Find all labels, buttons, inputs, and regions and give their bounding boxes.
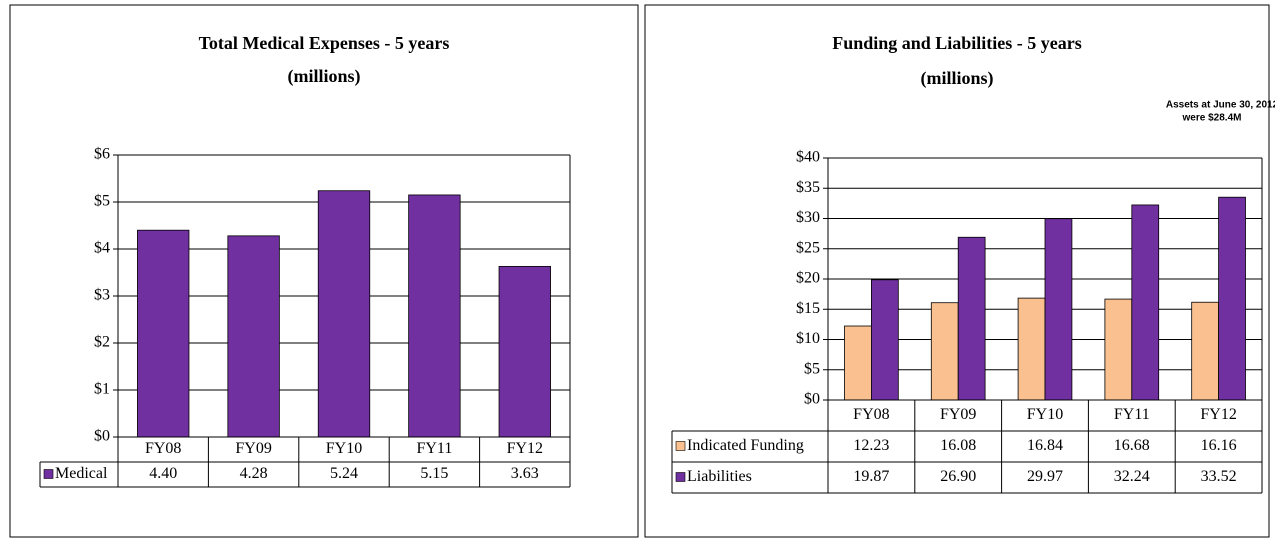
legend-label: Indicated Funding — [687, 437, 804, 454]
bar — [498, 265, 551, 438]
chart-subtitle: (millions) — [920, 68, 993, 89]
y-tick-label: $5 — [94, 193, 110, 210]
x-tick-label: FY11 — [1114, 406, 1150, 423]
x-tick-label: FY09 — [235, 440, 271, 457]
table-value: 33.52 — [1201, 468, 1237, 485]
table-value: 16.68 — [1114, 437, 1150, 454]
x-tick-label: FY11 — [416, 440, 452, 457]
table-value: 29.97 — [1027, 468, 1063, 485]
bar — [844, 325, 872, 401]
table-value: 5.15 — [420, 465, 448, 482]
legend-key — [675, 472, 686, 482]
bar — [408, 194, 461, 438]
y-tick-label: $40 — [796, 149, 820, 166]
y-tick-label: $20 — [796, 270, 820, 287]
y-tick-label: $4 — [94, 240, 110, 257]
table-value: 4.40 — [149, 465, 177, 482]
y-tick-label: $35 — [796, 179, 820, 196]
bar — [137, 229, 190, 438]
chart-subtitle: (millions) — [287, 66, 360, 87]
y-tick-label: $0 — [94, 428, 110, 445]
annotation: were $28.4M — [1182, 113, 1242, 124]
y-tick-label: $1 — [94, 381, 110, 398]
bar — [930, 302, 959, 401]
panel — [644, 4, 1270, 538]
table-value: 16.16 — [1201, 437, 1237, 454]
x-tick-label: FY10 — [1027, 406, 1063, 423]
x-tick-label: FY08 — [145, 440, 181, 457]
x-tick-label: FY10 — [326, 440, 362, 457]
annotation: Assets at June 30, 2012 — [1166, 100, 1275, 111]
legend-label: Liabilities — [687, 468, 752, 485]
x-tick-label: FY09 — [940, 406, 976, 423]
x-tick-label: FY08 — [853, 406, 889, 423]
y-tick-label: $2 — [94, 334, 110, 351]
y-tick-label: $0 — [804, 391, 820, 408]
y-tick-label: $15 — [796, 300, 820, 317]
legend-key — [43, 469, 54, 479]
table-value: 4.28 — [240, 465, 268, 482]
bar — [1044, 218, 1073, 401]
table-value: 16.08 — [940, 437, 976, 454]
table-value: 5.24 — [330, 465, 358, 482]
y-tick-label: $3 — [94, 287, 110, 304]
y-tick-label: $6 — [94, 146, 110, 163]
bar — [1017, 297, 1046, 401]
chart-title: Funding and Liabilities - 5 years — [832, 33, 1082, 53]
bar — [227, 235, 280, 438]
bar — [1191, 301, 1220, 401]
bar — [1104, 298, 1133, 401]
legend-label: Medical — [55, 465, 108, 482]
x-tick-label: FY12 — [507, 440, 543, 457]
table-value: 12.23 — [853, 437, 889, 454]
y-tick-label: $10 — [796, 330, 820, 347]
table-value: 3.63 — [511, 465, 539, 482]
x-tick-label: FY12 — [1200, 406, 1236, 423]
table-value: 19.87 — [853, 468, 889, 485]
bar — [1131, 204, 1160, 401]
y-tick-label: $30 — [796, 209, 820, 226]
bar — [871, 279, 899, 401]
panel — [9, 4, 639, 538]
bar — [317, 190, 371, 438]
table-value: 26.90 — [940, 468, 976, 485]
table-value: 16.84 — [1027, 437, 1063, 454]
table-value: 32.24 — [1114, 468, 1150, 485]
bar — [1218, 196, 1246, 401]
y-tick-label: $5 — [804, 360, 820, 377]
legend-key — [675, 441, 686, 451]
chart-title: Total Medical Expenses - 5 years — [199, 33, 450, 53]
y-tick-label: $25 — [796, 239, 820, 256]
bar — [957, 236, 986, 401]
